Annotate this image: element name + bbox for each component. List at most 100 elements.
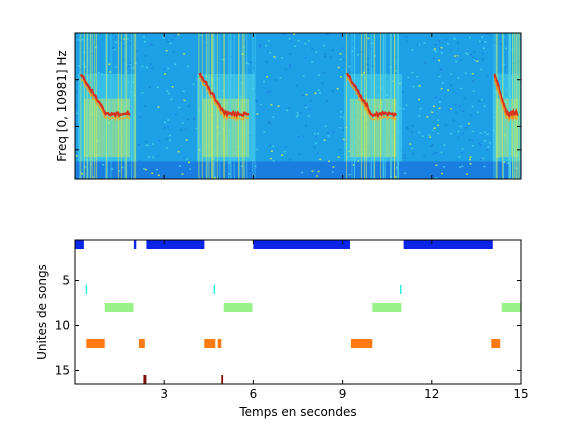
spectrogram-noise	[333, 174, 336, 176]
unit-12-bar	[491, 339, 501, 348]
spectrogram-noise	[288, 38, 291, 40]
spectrogram-noise	[273, 174, 276, 177]
spectrogram-noise	[435, 177, 438, 179]
unit-16-bar	[143, 375, 147, 384]
spectrogram-noise	[111, 168, 114, 170]
spectrogram-noise	[406, 127, 409, 130]
spectrogram-noise	[457, 42, 459, 44]
song-streak	[394, 33, 396, 179]
spectrogram-noise	[289, 66, 292, 68]
spectrogram-noise	[480, 99, 483, 101]
spectrogram-noise	[318, 89, 320, 91]
spectrogram-noise	[302, 75, 305, 77]
spectrogram-noise	[324, 56, 327, 58]
spectrogram-noise	[480, 41, 483, 43]
spectrogram-noise	[179, 165, 181, 167]
spectrogram-noise	[123, 38, 126, 40]
song-streak	[360, 33, 362, 179]
spectrogram-noise	[172, 51, 175, 54]
units-xtick-label: 9	[339, 387, 347, 401]
spectrogram-noise	[476, 111, 479, 113]
spectrogram-noise	[484, 139, 487, 142]
spectrogram-noise	[486, 149, 489, 151]
song-streak	[96, 33, 98, 179]
spectrogram-noise	[266, 76, 269, 78]
spectrogram-noise	[313, 133, 316, 135]
spectrogram-noise	[340, 111, 343, 113]
spectrogram-noise	[483, 105, 486, 107]
spectrogram-noise	[444, 39, 447, 41]
spectrogram-noise	[290, 40, 293, 42]
spectrogram-noise	[411, 131, 413, 133]
song-streak	[91, 33, 93, 179]
spectrogram-noise	[418, 44, 420, 46]
spectrogram-noise	[128, 65, 131, 67]
unit-8-bar	[372, 303, 402, 312]
spectrogram-noise	[348, 65, 351, 68]
spectrogram-noise	[339, 126, 342, 129]
song-streak	[83, 33, 85, 179]
spectrogram-noise	[462, 172, 465, 175]
spectrogram-noise	[277, 105, 280, 107]
spectrogram-noise	[450, 132, 453, 135]
spectrogram-noise	[475, 58, 478, 60]
spectrogram-noise	[267, 39, 270, 42]
song-streak	[229, 33, 231, 179]
song-streak	[107, 33, 108, 179]
spectrogram-noise	[311, 170, 314, 172]
spectrogram-noise	[325, 100, 328, 102]
song-streak	[373, 33, 374, 179]
spectrogram-noise	[250, 61, 253, 64]
spectrogram-noise	[481, 58, 484, 60]
spectrogram-noise	[457, 77, 460, 79]
units-xtick-label: 3	[160, 387, 168, 401]
song-streak	[83, 33, 84, 179]
spectrogram-noise	[279, 77, 282, 79]
spectrogram-noise	[441, 82, 444, 84]
spectrogram-noise	[167, 92, 170, 95]
spectrogram-noise	[169, 42, 172, 45]
spectrogram-noise	[331, 171, 334, 173]
spectrogram-noise	[269, 157, 272, 160]
spectrogram-noise	[304, 57, 307, 59]
song-formant-halo	[346, 76, 397, 122]
spectrogram-noise	[464, 52, 467, 54]
spectrogram-noise	[274, 79, 277, 81]
spectrogram-noise	[181, 161, 184, 164]
spectrogram-noise	[423, 42, 426, 44]
spectrogram-noise	[447, 89, 450, 91]
spectrogram-noise	[157, 106, 160, 108]
song-streak	[354, 33, 355, 179]
spectrogram-noise	[435, 164, 438, 167]
unit-1-bar	[75, 240, 84, 249]
song-streak	[370, 33, 372, 179]
spectrogram-noise	[326, 33, 329, 35]
spectrogram-noise	[145, 140, 148, 143]
spectrogram-noise	[146, 144, 149, 147]
spectrogram-noise	[97, 72, 100, 74]
spectrogram-noise	[102, 164, 105, 166]
spectrogram-noise	[173, 35, 176, 37]
song-streak	[133, 33, 135, 179]
spectrogram-noise	[466, 173, 469, 175]
spectrogram-noise	[446, 161, 449, 164]
units-xlabel: Temps en secondes	[238, 405, 356, 419]
spectrogram-noise	[163, 37, 166, 39]
spectrogram-noise	[156, 86, 159, 88]
spectrogram-noise	[293, 33, 296, 35]
spectrogram-noise	[455, 60, 458, 63]
spectrogram-noise	[297, 40, 300, 42]
spectrogram-noise	[454, 104, 457, 106]
song-formant-trace	[198, 72, 250, 120]
spectrogram-noise	[115, 35, 117, 38]
spectrogram-noise	[129, 42, 132, 45]
spectrogram-noise	[170, 98, 173, 101]
spectrogram-noise	[431, 144, 434, 146]
song-streak	[79, 33, 81, 179]
spectrogram-noise	[366, 63, 369, 66]
spectrogram-noise	[308, 108, 311, 110]
spectrogram-noise	[188, 105, 191, 107]
song-streak	[518, 33, 519, 179]
spectrogram-noise	[112, 47, 115, 49]
